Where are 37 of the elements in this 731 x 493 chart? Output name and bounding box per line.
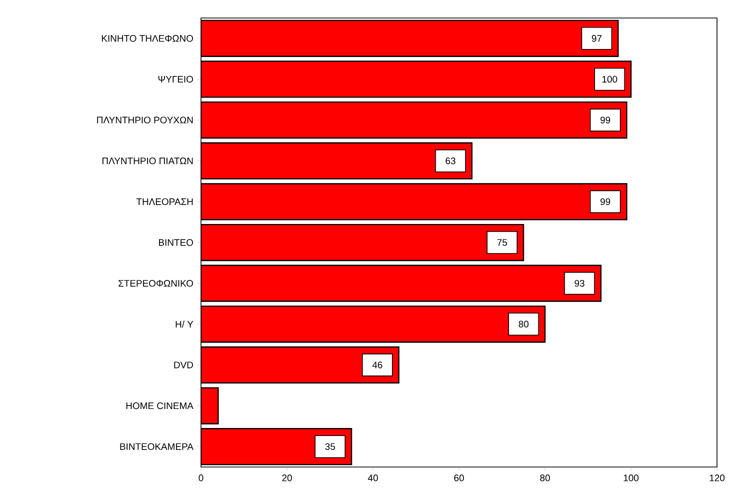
x-tick-label: 60 (454, 474, 464, 482)
bar (201, 142, 472, 180)
bar (201, 264, 602, 302)
y-tick-label: ΒΙΝΤΕΟ (158, 239, 193, 246)
data-label: 100 (602, 76, 618, 83)
data-label: 46 (372, 362, 382, 368)
y-tick-label: ΚΙΝΗΤΟ ΤΗΛΕΦΩΝΟ (102, 35, 193, 42)
bar (201, 20, 618, 56)
x-tick-label: 100 (624, 474, 639, 482)
y-tick-label: ΠΛΥΝΤΗΡΙΟ ΡΟΥΧΩΝ (97, 116, 193, 124)
y-tick-label: Η/ Υ (176, 320, 194, 328)
y-tick-label: ΤΗΛΕΟΡΑΣΗ (136, 198, 193, 206)
bar (201, 60, 632, 98)
data-label: 97 (592, 35, 602, 42)
bar (201, 306, 546, 343)
data-label: 93 (574, 280, 584, 287)
data-label: 35 (325, 443, 335, 450)
data-label: 75 (497, 239, 507, 246)
data-label: 63 (446, 158, 456, 164)
x-tick-label: 20 (282, 474, 292, 482)
x-tick-label: 80 (540, 474, 550, 482)
bar (201, 346, 400, 384)
x-tick-label: 120 (710, 474, 725, 482)
data-label: 80 (518, 320, 528, 328)
y-tick-label: DVD (174, 362, 194, 368)
bar (201, 224, 524, 262)
data-label: 99 (600, 116, 610, 124)
y-tick-label: ΨΥΓΕΙΟ (158, 76, 193, 83)
y-tick-label: ΠΛΥΝΤΗΡΙΟ ΠΙΑΤΩΝ (102, 158, 193, 164)
x-tick-label: 0 (198, 474, 204, 482)
bar (201, 101, 628, 139)
y-tick-label: ΒΙΝΤΕΟΚΑΜΕΡΑ (120, 443, 194, 450)
bar (201, 183, 628, 220)
y-tick-label: ΣΤΕΡΕΟΦΩΝΙΚΟ (118, 280, 194, 287)
data-label: 99 (600, 198, 610, 206)
y-tick-label: HOME CINEMA (126, 402, 194, 410)
x-tick-label: 40 (368, 474, 378, 482)
